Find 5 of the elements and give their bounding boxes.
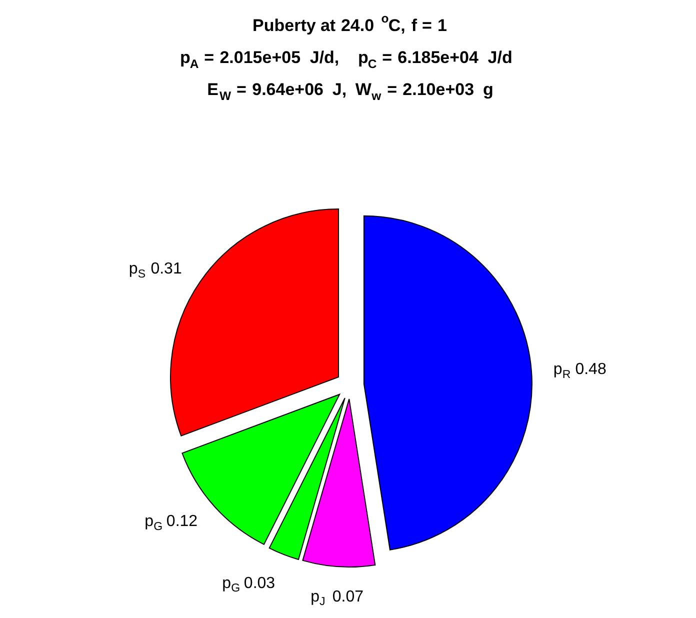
data-label: 0.03 [244,574,276,592]
data-label: 0.48 [575,361,606,378]
data-label: 0.12 [166,513,198,530]
data-label: 0.07 [332,588,364,606]
data-label: 0.31 [150,260,182,278]
